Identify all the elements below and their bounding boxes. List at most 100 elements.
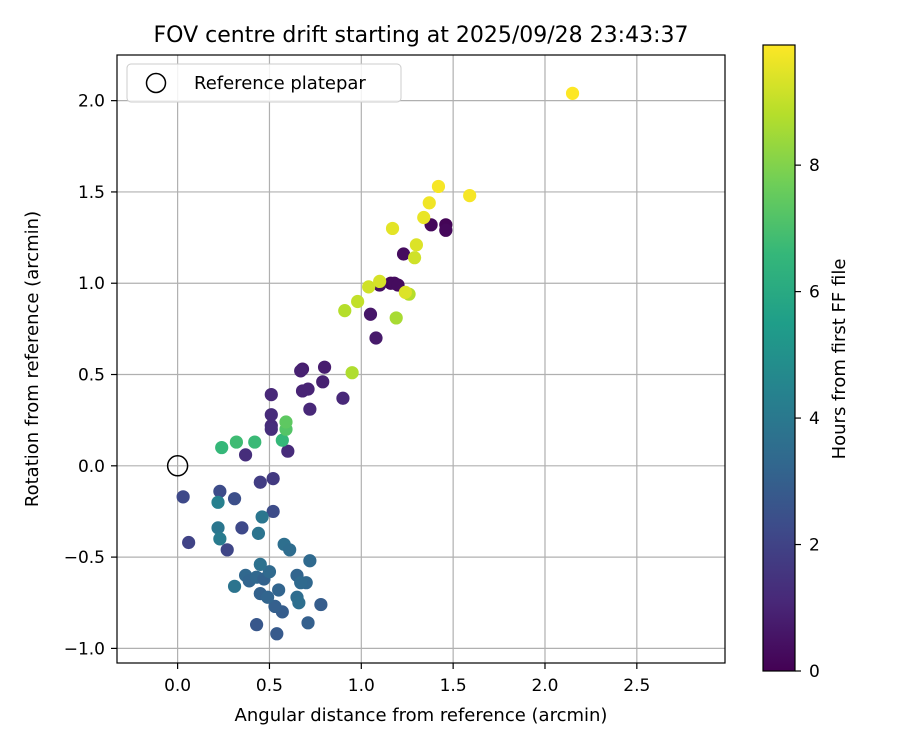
data-point	[398, 285, 412, 299]
data-point	[248, 435, 262, 449]
data-point	[211, 495, 225, 509]
data-point	[283, 543, 297, 557]
data-point	[261, 590, 275, 604]
data-point	[369, 331, 383, 345]
data-point	[235, 521, 249, 535]
data-point	[417, 210, 431, 225]
data-point	[422, 196, 436, 210]
data-point	[301, 616, 315, 630]
data-point	[266, 504, 280, 519]
plot-frame	[116, 54, 726, 664]
data-point	[316, 375, 330, 389]
data-point	[253, 475, 267, 489]
data-point	[264, 388, 278, 402]
data-point	[431, 179, 446, 194]
data-point	[251, 526, 266, 540]
y-tick-label: 0.5	[78, 366, 105, 386]
data-point	[250, 618, 264, 632]
y-tick-label: 1.0	[78, 274, 105, 294]
y-axis-ticks: −1.0 −0.5 0.0 0.5 1.0 1.5 2.0	[64, 92, 117, 659]
colorbar-tick-label: 6	[809, 283, 820, 303]
data-point	[213, 532, 227, 546]
colorbar-label: Hours from first FF file	[829, 259, 850, 460]
data-point	[338, 304, 352, 318]
data-point	[336, 391, 350, 405]
colorbar-ticks: 0 2 4 6 8	[795, 156, 820, 682]
data-point	[255, 510, 269, 524]
data-point	[294, 364, 308, 378]
x-axis-label: Angular distance from reference (arcmin)	[235, 705, 608, 726]
data-point	[314, 597, 328, 612]
data-points	[176, 86, 580, 641]
y-tick-label: 0.0	[78, 457, 105, 477]
data-point	[362, 280, 376, 294]
data-point	[317, 360, 332, 374]
data-point	[264, 422, 278, 436]
colorbar-tick-label: 4	[809, 409, 820, 429]
y-axis-label: Rotation from reference (arcmin)	[22, 211, 43, 507]
data-point	[262, 565, 277, 579]
data-point	[439, 223, 453, 237]
data-point	[182, 535, 196, 550]
data-point	[303, 554, 317, 568]
legend-label-reference: Reference platepar	[194, 73, 366, 94]
y-tick-label: 1.5	[78, 183, 105, 203]
data-point	[176, 490, 190, 504]
colorbar-tick-label: 8	[809, 156, 820, 176]
y-tick-label: −0.5	[64, 548, 105, 568]
colorbar: 0 2 4 6 8 Hours from first FF file	[762, 44, 850, 682]
data-point	[229, 435, 243, 449]
data-point	[407, 251, 422, 265]
x-axis-ticks: 0.0 0.5 1.0 1.5 2.0 2.5	[164, 663, 650, 696]
data-point	[268, 599, 282, 613]
legend-box	[126, 63, 402, 103]
x-tick-label: 1.0	[348, 676, 375, 696]
data-point	[409, 238, 424, 252]
data-point	[227, 492, 242, 506]
data-point	[238, 448, 253, 462]
x-tick-label: 2.5	[623, 676, 650, 696]
data-point	[264, 408, 278, 422]
x-tick-label: 2.0	[531, 676, 558, 696]
data-point	[266, 471, 280, 486]
data-point	[351, 294, 365, 309]
data-point	[301, 382, 315, 396]
data-point	[270, 627, 284, 641]
reference-platepar-marker	[166, 455, 189, 477]
data-point	[373, 274, 387, 289]
colorbar-tick-label: 2	[809, 536, 820, 556]
chart-title: FOV centre drift starting at 2025/09/28 …	[154, 23, 689, 48]
legend-marker-reference	[145, 72, 167, 94]
y-tick-label: 2.0	[78, 92, 105, 112]
data-point	[272, 583, 286, 597]
y-tick-label: −1.0	[64, 639, 105, 659]
data-point	[294, 576, 308, 590]
data-point	[565, 86, 580, 100]
data-point	[215, 440, 229, 455]
x-tick-label: 0.0	[164, 676, 191, 696]
grid	[117, 55, 725, 663]
data-point	[389, 311, 403, 325]
colorbar-tick-label: 0	[809, 662, 820, 682]
data-point	[213, 484, 227, 498]
data-point	[396, 247, 411, 261]
data-point	[279, 415, 293, 429]
x-tick-label: 0.5	[256, 676, 283, 696]
colorbar-gradient	[763, 45, 795, 671]
colorbar-frame	[762, 44, 796, 672]
legend: Reference platepar	[126, 63, 402, 103]
data-point	[211, 521, 225, 535]
data-point	[220, 543, 234, 557]
data-point	[363, 307, 378, 321]
data-point	[345, 366, 359, 380]
data-point	[292, 596, 306, 610]
data-point	[253, 557, 267, 572]
x-tick-label: 1.5	[440, 676, 467, 696]
data-point	[463, 188, 477, 203]
data-point	[275, 433, 289, 447]
data-point	[303, 402, 317, 416]
data-point	[281, 444, 295, 458]
data-point	[227, 579, 242, 593]
data-point	[385, 221, 400, 236]
